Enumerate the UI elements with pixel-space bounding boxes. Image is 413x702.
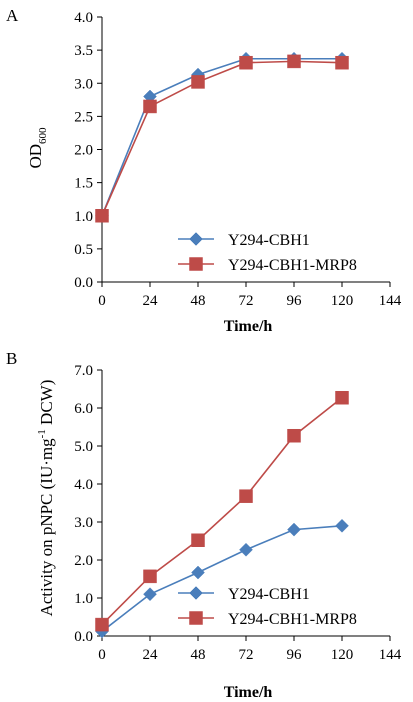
diamond-marker bbox=[189, 586, 203, 600]
diamond-marker bbox=[189, 232, 203, 246]
x-tick-label: 48 bbox=[191, 647, 206, 663]
y-tick-label: 0.5 bbox=[74, 242, 93, 258]
x-tick-label: 48 bbox=[191, 293, 206, 309]
series-line bbox=[101, 60, 343, 217]
x-tick-label: 24 bbox=[143, 293, 159, 309]
square-marker bbox=[95, 617, 109, 632]
x-tick-label: 96 bbox=[287, 293, 303, 309]
diamond-marker bbox=[191, 565, 205, 580]
panel-b-plot-area: 0.0 1.0 2.0 3.0 4.0 5.0 6.0 7.0 0 24 48 72 96 120 144 Y… bbox=[74, 363, 402, 663]
y-tick-label: 1.0 bbox=[74, 591, 93, 607]
legend: Y294-CBH1 Y294-CBH1-MRP8 bbox=[178, 232, 357, 274]
x-tick-label: 0 bbox=[98, 647, 106, 663]
square-marker bbox=[143, 99, 157, 114]
diamond-marker bbox=[143, 587, 157, 602]
y-tick-label: 3.0 bbox=[74, 515, 93, 531]
diamond-marker bbox=[335, 518, 349, 533]
y-tick-label: 2.0 bbox=[74, 553, 93, 569]
series-line bbox=[101, 397, 343, 626]
panel-a: A OD600 Time/h 0.0 0.5 1.0 1.5 2.0 2.5 3.0 3.5 4… bbox=[6, 6, 402, 335]
y-tick-label: 4.0 bbox=[74, 10, 93, 26]
y-tick-label: 7.0 bbox=[74, 363, 93, 379]
square-marker bbox=[191, 75, 205, 89]
y-tick-label: 2.0 bbox=[74, 143, 93, 159]
y-tick-label: 3.0 bbox=[74, 76, 93, 92]
x-tick-label: 24 bbox=[143, 647, 159, 663]
x-tick-label: 144 bbox=[379, 647, 402, 663]
x-tick-label: 72 bbox=[239, 293, 254, 309]
diamond-marker bbox=[239, 542, 253, 557]
panel-a-label: A bbox=[6, 6, 19, 25]
legend-label: Y294-CBH1 bbox=[228, 586, 310, 603]
legend-label: Y294-CBH1 bbox=[228, 232, 310, 249]
square-marker bbox=[189, 611, 203, 625]
panel-b: B Activity on pNPC (IU·mg-1 DCW) Time/h … bbox=[6, 349, 402, 701]
legend: Y294-CBH1 Y294-CBH1-MRP8 bbox=[178, 586, 357, 628]
y-tick-label: 3.5 bbox=[74, 43, 93, 59]
legend-label: Y294-CBH1-MRP8 bbox=[228, 611, 357, 628]
series-line bbox=[101, 525, 343, 633]
panel-b-label: B bbox=[6, 349, 17, 368]
panel-a-plot-area: 0.0 0.5 1.0 1.5 2.0 2.5 3.0 3.5 4.0 0 24 48 72 96 120 1… bbox=[74, 10, 402, 309]
series-1 bbox=[95, 51, 349, 223]
y-tick-label: 4.0 bbox=[74, 477, 93, 493]
series-line bbox=[101, 57, 342, 217]
square-marker bbox=[335, 390, 349, 405]
square-marker bbox=[143, 569, 157, 584]
legend-label: Y294-CBH1-MRP8 bbox=[228, 257, 357, 274]
y-tick-label: 0.0 bbox=[74, 629, 93, 645]
diamond-marker bbox=[287, 522, 301, 537]
series-2 bbox=[95, 54, 349, 223]
series-1 bbox=[95, 518, 349, 639]
square-marker bbox=[287, 428, 301, 443]
square-marker bbox=[239, 55, 253, 70]
y-tick-label: 1.0 bbox=[74, 209, 93, 225]
square-marker bbox=[335, 55, 349, 70]
x-tick-label: 72 bbox=[239, 647, 254, 663]
panel-b-ylabel: Activity on pNPC (IU·mg-1 DCW) bbox=[36, 380, 56, 617]
x-tick-label: 96 bbox=[287, 647, 303, 663]
square-marker bbox=[95, 209, 109, 223]
y-tick-label: 6.0 bbox=[74, 401, 93, 417]
panel-a-ylabel: OD600 bbox=[26, 127, 49, 169]
square-marker bbox=[287, 54, 301, 69]
square-marker bbox=[239, 489, 253, 503]
series-2 bbox=[95, 390, 349, 632]
square-marker bbox=[191, 533, 205, 547]
x-tick-label: 120 bbox=[331, 293, 354, 309]
x-tick-label: 144 bbox=[379, 293, 402, 309]
y-tick-label: 5.0 bbox=[74, 439, 93, 455]
y-tick-label: 0.0 bbox=[74, 275, 93, 291]
square-marker bbox=[189, 257, 203, 271]
y-tick-label: 2.5 bbox=[74, 109, 93, 125]
panel-a-xlabel: Time/h bbox=[224, 318, 273, 335]
panel-b-xlabel: Time/h bbox=[224, 684, 273, 701]
x-tick-label: 0 bbox=[98, 293, 106, 309]
x-tick-label: 120 bbox=[331, 647, 354, 663]
y-tick-label: 1.5 bbox=[74, 176, 93, 192]
